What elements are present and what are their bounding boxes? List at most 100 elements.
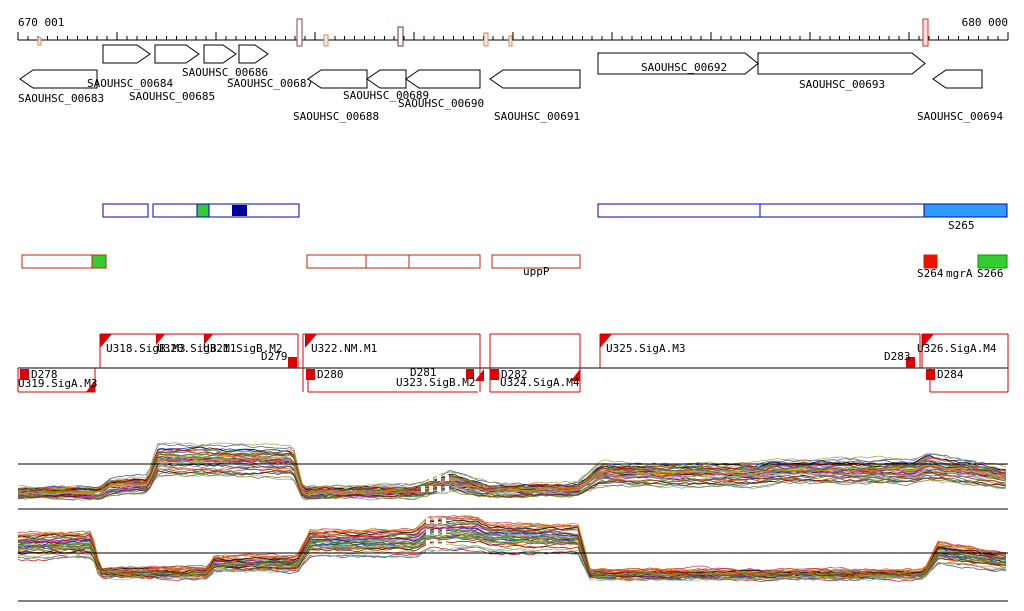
transcript-box-blue[interactable] [923,203,1008,218]
tss-flag-down[interactable] [571,369,580,381]
transcript-box-red[interactable] [977,254,1008,269]
gene-arrow[interactable] [757,52,926,75]
sequence-variant-mark [37,37,42,46]
tss-label: U320.SigB.M1 [157,342,236,355]
gene-arrow[interactable] [932,69,983,89]
expression-trace [17,473,1007,501]
tss-flag-up[interactable] [305,334,317,348]
gene-arrow[interactable] [102,44,151,64]
gene-arrow[interactable] [203,44,237,64]
gene-arrow[interactable] [307,69,368,89]
gene-label: SAOUHSC_00685 [129,90,215,103]
transcript-box-blue[interactable] [102,203,149,218]
tss-label: U321.SigB.M2 [203,342,282,355]
transcript-box-red[interactable] [408,254,481,269]
tss-label: D281 [410,366,437,379]
gene-label: SAOUHSC_00694 [917,110,1003,123]
terminator-block[interactable] [20,369,29,380]
tss-label: U319.SigA.M3 [18,377,97,390]
tss-label: D280 [317,368,344,381]
expression-trace [17,540,1007,579]
expression-trace [17,456,1007,496]
tss-label: U318.SigB.M3 [106,342,185,355]
tss-label: U324.SigA.M4 [500,376,580,389]
tss-flag-up[interactable] [204,334,213,345]
expression-trace [18,546,1007,582]
ruler-start-label: 670 001 [18,16,64,29]
gene-arrow[interactable] [238,44,269,64]
transcript-box-blue-segment [232,205,247,216]
expression-panel-plus [17,442,1008,513]
expression-trace [17,515,1007,573]
expression-trace [17,517,1007,573]
sequence-variant-mark [323,34,329,47]
tss-flag-down[interactable] [475,369,484,381]
ruler-end-label: 680 000 [962,16,1008,29]
sequence-variant-mark [483,32,489,47]
tss-label: D279 [261,350,288,363]
tss-flag-down[interactable] [86,380,95,392]
transcript-box-red[interactable] [491,254,581,269]
expression-trace [17,515,1007,575]
expression-trace [17,453,1007,492]
gene-label: SAOUHSC_00688 [293,110,379,123]
tss-label: U325.SigA.M3 [606,342,685,355]
gene-label: SAOUHSC_00684 [87,77,173,90]
sequence-variant-mark [922,18,929,47]
expression-trace [17,473,1007,501]
transcript-box-red[interactable] [365,254,410,269]
gene-arrow[interactable] [489,69,581,89]
expression-trace [17,461,1007,497]
expression-trace [17,469,1007,501]
expression-trace [17,546,1007,583]
tss-flag-up[interactable] [922,334,934,348]
transcript-label: S266 [977,267,1004,280]
tss-flag-up[interactable] [156,334,165,345]
terminator-block[interactable] [906,357,915,368]
terminator-block[interactable] [466,369,474,379]
terminator-block[interactable] [288,357,297,368]
expression-trace [17,464,1006,499]
tss-flag-up[interactable] [600,334,612,348]
gene-arrow[interactable] [154,44,200,64]
gene-arrow[interactable] [405,69,481,89]
sequence-variant-mark [508,35,513,47]
tss-label: D278 [31,368,58,381]
gene-label: SAOUHSC_00683 [18,92,104,105]
tss-flag-up[interactable] [100,334,112,348]
expression-trace [18,517,1007,574]
transcript-box-red[interactable] [923,254,938,269]
gene-arrow[interactable] [19,69,98,89]
transcript-box-blue[interactable] [208,203,300,218]
tss-label: D284 [937,368,964,381]
tss-label: D283 [884,350,911,363]
transcript-box-blue[interactable] [152,203,198,218]
sequence-variant-mark [397,26,404,47]
expression-trace [17,465,1007,498]
transcript-box-blue[interactable] [597,203,925,218]
expression-trace [17,449,1007,493]
expression-trace [17,529,1007,579]
terminator-block[interactable] [490,369,499,380]
tss-label: D282 [501,368,528,381]
transcript-box-red[interactable] [21,254,93,269]
gene-label: SAOUHSC_00686 [182,66,268,79]
gene-label: SAOUHSC_00693 [799,78,885,91]
gene-label: SAOUHSC_00690 [398,97,484,110]
terminator-block[interactable] [306,369,315,380]
terminator-block[interactable] [926,369,935,380]
transcript-label: S265 [948,219,975,232]
gene-label: SAOUHSC_00692 [641,61,727,74]
transcript-box-red[interactable] [306,254,367,269]
transcript-box-red[interactable] [91,254,107,269]
transcript-label: S264 [917,267,944,280]
gene-arrow[interactable] [597,52,759,75]
expression-panel-minus [17,515,1008,602]
gene-arrow[interactable] [366,69,407,89]
transcript-box-blue[interactable] [196,203,210,218]
expression-trace [17,542,1007,582]
expression-trace [17,466,1007,499]
tss-label: U323.SigB.M2 [396,376,475,389]
